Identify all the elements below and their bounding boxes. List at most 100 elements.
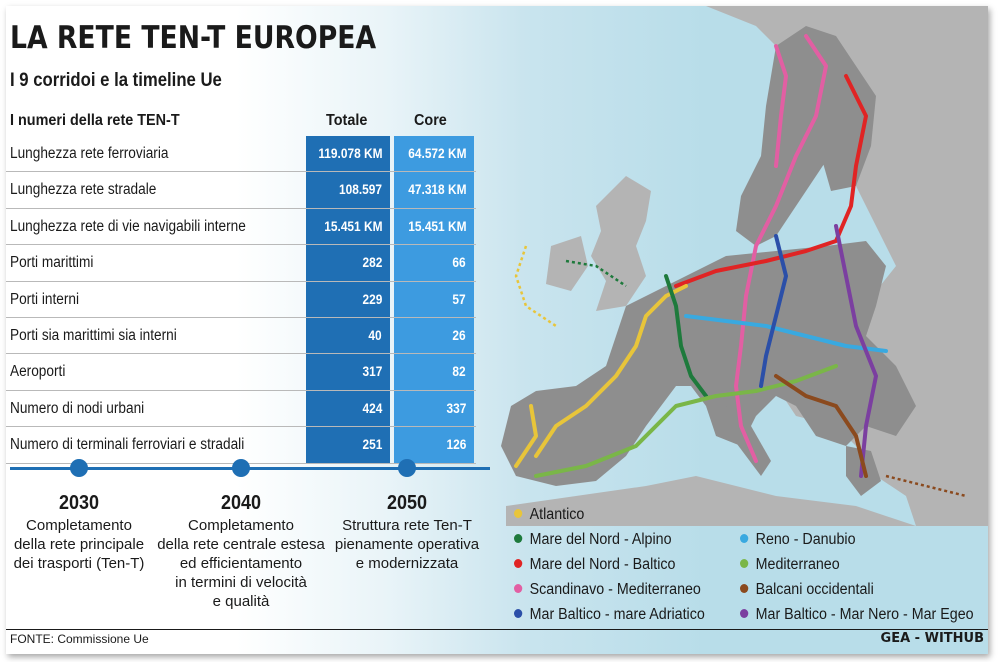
corridor-scandinavo-mediterraneo-2 [774,44,788,168]
table-header-label: I numeri della rete TEN-T [10,112,180,129]
timeline-description-line: Struttura rete Ten-T [342,517,472,534]
land-finland [821,66,876,191]
maritime-link-ireland [565,259,627,288]
europe-corridor-map [501,6,988,526]
cell-core: 82 [394,354,474,390]
legend-color-dot [514,609,523,619]
legend-color-dot [514,559,523,569]
cell-totale: 282 [306,245,390,281]
table-row: Numero di nodi urbani 424 337 [6,390,476,428]
table-row: Porti interni 229 57 [6,281,476,318]
timeline-description-line: Completamento [188,517,294,534]
row-label: Porti interni [10,290,79,308]
cell-totale-value: 251 [362,436,382,453]
timeline-year: 2050 [386,492,428,514]
cell-totale-value: 119.078 KM [317,145,382,161]
legend-item: Mare del Nord - Alpino [514,531,672,549]
table-row: Numero di terminali ferroviari e stradal… [6,427,476,464]
cell-core-value: 66 [452,254,466,271]
legend-label: Mare del Nord - Baltico [529,556,676,573]
timeline-description-line: Completamento [26,517,132,534]
table-row: Lunghezza rete ferroviaria 119.078 KM 64.5… [6,136,476,173]
row-label: Lunghezza rete ferroviaria [10,145,169,162]
legend-color-dot [514,534,523,544]
table-row: Aeroporti 317 82 [6,354,476,391]
cell-core: 15.451 KM [394,208,474,245]
legend-label: Atlantico [529,506,585,523]
legend-item: Mediterraneo [740,556,840,574]
table-body: Lunghezza rete ferroviaria 119.078 KM 64.5… [6,136,476,464]
cell-core-value: 26 [452,326,466,343]
timeline-line [10,467,490,470]
legend-item: Atlantico [514,506,584,524]
legend-label: Balcani occidentali [755,581,874,598]
source-note: FONTE: Commissione Ue [10,632,149,646]
cell-core-value: 82 [452,363,466,380]
corridor-reno-danubio [684,314,888,353]
legend-label: Mar Baltico - mare Adriatico [529,606,705,623]
row-label: Numero di terminali ferroviari e stradal… [10,436,245,454]
timeline-dot-2040 [232,459,250,477]
table-row: Lunghezza rete stradale 108.597 KM 47.318 … [6,172,476,233]
legend-color-dot [514,509,523,519]
land-continent [501,241,916,486]
table-header-core: Core [414,112,447,129]
timeline-dot-2050 [398,459,416,477]
cell-totale-value: 40 [368,326,382,343]
legend-color-dot [740,534,749,544]
legend-color-dot [740,559,749,569]
land-north-africa [506,476,916,526]
row-label: Lunghezza rete di vie navigabili interne [10,217,246,235]
cell-totale-value: 317 [362,363,382,380]
corridor-baltico-nero-egeo [834,224,878,478]
cell-core: 26 [394,317,474,354]
row-label: Aeroporti [10,363,66,381]
cell-totale: 119.078 KM [306,136,390,172]
credit: GEA - WITHUB [880,631,984,646]
cell-totale-value: 229 [362,290,382,307]
cell-totale: 40 [306,317,390,354]
cell-core: 66 [394,245,474,281]
table-row: Porti marittimi 282 66 [6,245,476,282]
timeline-description-line: ed efficientamento [179,555,303,572]
timeline-year: 2030 [58,492,100,514]
legend-item: Mar Baltico - Mar Nero - Mar Egeo [740,606,974,624]
cell-totale-value: 15.451 KM [323,217,382,234]
maritime-link-east [885,474,967,498]
row-label: Porti sia marittimi sia interni [10,326,177,344]
legend-color-dot [740,584,749,594]
legend-color-dot [740,609,749,619]
timeline-description: Struttura rete Ten-T pienamente operativa… [317,516,497,573]
corridor-scandinavo-mediterraneo [734,34,828,463]
timeline-description-line: e modernizzata [355,555,459,572]
page-subtitle: I 9 corridoi e la timeline Ue [10,70,222,91]
timeline-description-line: della rete principale [13,536,145,553]
land-ireland [546,236,588,291]
corridor-atlantico-2 [514,404,538,468]
cell-totale: 15.451 KM [306,208,390,245]
cell-totale-value: 282 [362,254,382,271]
cell-core-value: 15.451 KM [407,217,466,234]
timeline-description-line: e qualità [212,593,270,610]
cell-totale: 229 [306,281,390,317]
cell-totale: 317 [306,354,390,390]
corridor-baltico-adriatico [759,234,788,388]
footer-divider [6,629,988,630]
cell-core-value: 47.318 KM [407,181,466,198]
timeline-dot-2030 [70,459,88,477]
corridor-mare-nord-baltico [674,74,868,288]
row-label: Porti marittimi [10,254,94,272]
cell-core: 57 [394,281,474,317]
timeline-description-line: pienamente operativa [334,536,480,553]
table-header-totale: Totale [326,112,368,129]
timeline-description: Completamento della rete principale dei tr… [6,516,169,573]
corridor-atlantico [534,284,688,458]
cell-core-value: 337 [446,399,466,416]
timeline-description-line: della rete centrale estesa [157,536,325,553]
legend-label: Mediterraneo [755,556,840,573]
land-outside-eu [706,6,988,526]
cell-core: 64.572 KM [394,136,474,172]
cell-core: 337 [394,390,474,427]
legend-color-dot [514,584,523,594]
legend-label: Mar Baltico - Mar Nero - Mar Egeo [755,606,974,623]
